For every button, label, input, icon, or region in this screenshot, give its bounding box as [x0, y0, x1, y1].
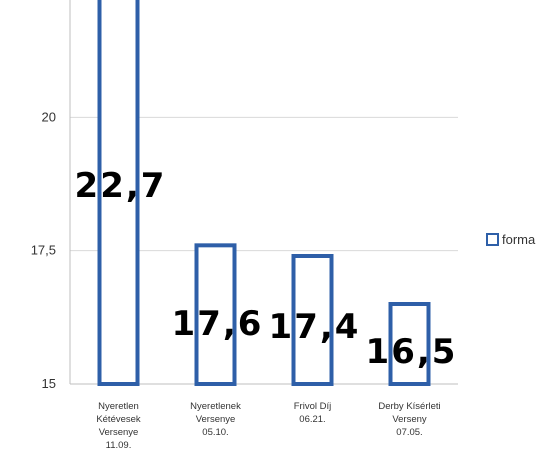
category-label: Nyeretlenek — [190, 401, 241, 412]
y-tick-label: 17,5 — [31, 243, 56, 258]
category-label: Versenye — [99, 427, 139, 438]
bar — [388, 302, 431, 386]
bars — [97, 0, 431, 386]
data-label: 22,7 — [75, 166, 167, 206]
data-labels: 22,7 17,6 17,416,5 — [75, 166, 458, 372]
data-label: 17,4 — [269, 307, 361, 347]
bar — [194, 243, 237, 386]
category-label: 07.05. — [396, 427, 422, 438]
legend: forma — [486, 232, 535, 247]
category-label: Kétévesek — [96, 414, 141, 425]
bar — [97, 0, 140, 386]
data-label: 16,5 — [366, 332, 458, 372]
category-label: Versenye — [196, 414, 236, 425]
category-label: 05.10. — [202, 427, 228, 438]
legend-swatch — [486, 233, 499, 246]
category-label: Frivol Díj — [294, 401, 331, 412]
category-label: Verseny — [392, 414, 427, 425]
category-label: Nyeretlen — [98, 401, 139, 412]
y-axis-tick-labels: 15 17,5 20 — [31, 109, 56, 391]
category-label: 06.21. — [299, 414, 325, 425]
y-tick-label: 15 — [42, 376, 56, 391]
category-label: Derby Kísérleti — [378, 401, 440, 412]
y-tick-label: 20 — [42, 109, 56, 124]
legend-label: forma — [502, 232, 536, 247]
category-label: 11.09. — [106, 440, 132, 451]
data-label: 17,6 — [172, 304, 264, 344]
bar — [291, 254, 334, 386]
category-labels: Nyeretlen Kétévesek Versenye 11.09. Nyeretle… — [96, 401, 440, 451]
